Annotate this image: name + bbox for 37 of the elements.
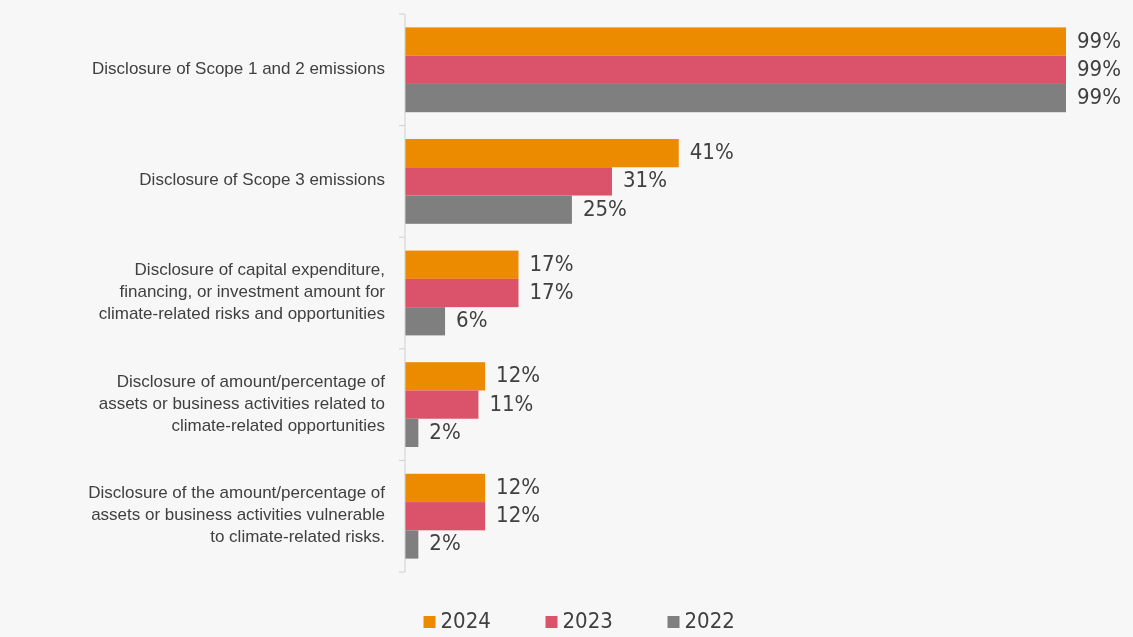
bar bbox=[405, 530, 419, 559]
bar bbox=[405, 307, 446, 336]
data-label: 12% bbox=[496, 362, 541, 388]
bar bbox=[405, 27, 1066, 56]
data-label: 99% bbox=[1077, 55, 1121, 81]
bar bbox=[405, 502, 486, 531]
data-label: 2% bbox=[429, 530, 461, 556]
bar bbox=[405, 362, 486, 391]
data-label: 12% bbox=[496, 502, 541, 528]
bar bbox=[405, 195, 572, 224]
y-tick-label: Disclosure of Scope 1 and 2 emissions bbox=[92, 59, 385, 79]
y-tick-label: Disclosure of Scope 3 emissions bbox=[139, 170, 385, 190]
bar bbox=[405, 390, 479, 419]
data-label: 99% bbox=[1077, 84, 1121, 110]
data-label: 11% bbox=[489, 390, 534, 416]
bar bbox=[405, 83, 1066, 113]
data-label: 99% bbox=[1077, 27, 1121, 53]
y-tick-label: Disclosure of amount/percentage of assets or business activities related to climate-related opportunities bbox=[98, 372, 386, 436]
bar bbox=[405, 278, 519, 308]
data-label: 25% bbox=[582, 195, 627, 221]
data-label: 17% bbox=[529, 279, 574, 304]
data-label: 31% bbox=[622, 167, 667, 193]
y-tick-label: Disclosure of capital expenditure, financing, or investment amount for climate-related risks and opportunities bbox=[98, 260, 386, 324]
legend-label: 2022 bbox=[684, 608, 735, 633]
legend-label: 2024 bbox=[440, 608, 491, 633]
data-label: 6% bbox=[456, 307, 488, 333]
bar bbox=[405, 138, 679, 168]
bar bbox=[405, 167, 612, 196]
bar bbox=[405, 55, 1066, 84]
data-label: 12% bbox=[496, 473, 541, 499]
bar bbox=[405, 473, 486, 503]
legend-label: 2023 bbox=[562, 608, 613, 633]
y-tick-label: Disclosure of the amount/percentage of assets or business activities vulnerable to climate-related risks. bbox=[88, 483, 386, 547]
bar bbox=[405, 250, 519, 279]
data-label: 17% bbox=[529, 250, 574, 276]
data-label: 2% bbox=[429, 418, 461, 444]
data-label: 41% bbox=[689, 139, 734, 165]
